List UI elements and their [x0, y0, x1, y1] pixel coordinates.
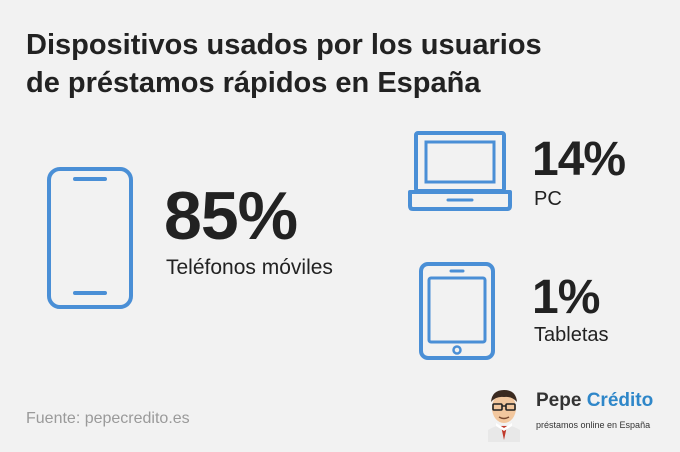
brand-name-part2: Crédito: [586, 390, 654, 411]
value-mobile: 85%: [164, 178, 298, 254]
title-line-2: de préstamos rápidos en España: [26, 67, 481, 99]
label-tablet: Tabletas: [534, 324, 609, 346]
label-pc: PC: [534, 188, 562, 210]
chart-title: Dispositivos usados por los usuarios de …: [26, 26, 656, 102]
brand-name-part1: Pepe: [536, 390, 582, 411]
value-tablet: 1%: [532, 271, 600, 324]
label-mobile: Teléfonos móviles: [166, 256, 333, 279]
source-text: Fuente: pepecredito.es: [26, 410, 190, 427]
brand-tagline: préstamos online en España: [536, 420, 651, 430]
title-line-1: Dispositivos usados por los usuarios: [26, 29, 542, 61]
brand-logo: Pepe Crédito préstamos online en España: [482, 386, 672, 442]
laptop-icon: [408, 131, 512, 211]
brand-name: Pepe Crédito: [536, 390, 653, 412]
mascot-icon: [488, 390, 520, 442]
smartphone-icon: [47, 167, 133, 309]
value-pc: 14%: [532, 133, 626, 186]
tablet-icon: [419, 262, 495, 360]
